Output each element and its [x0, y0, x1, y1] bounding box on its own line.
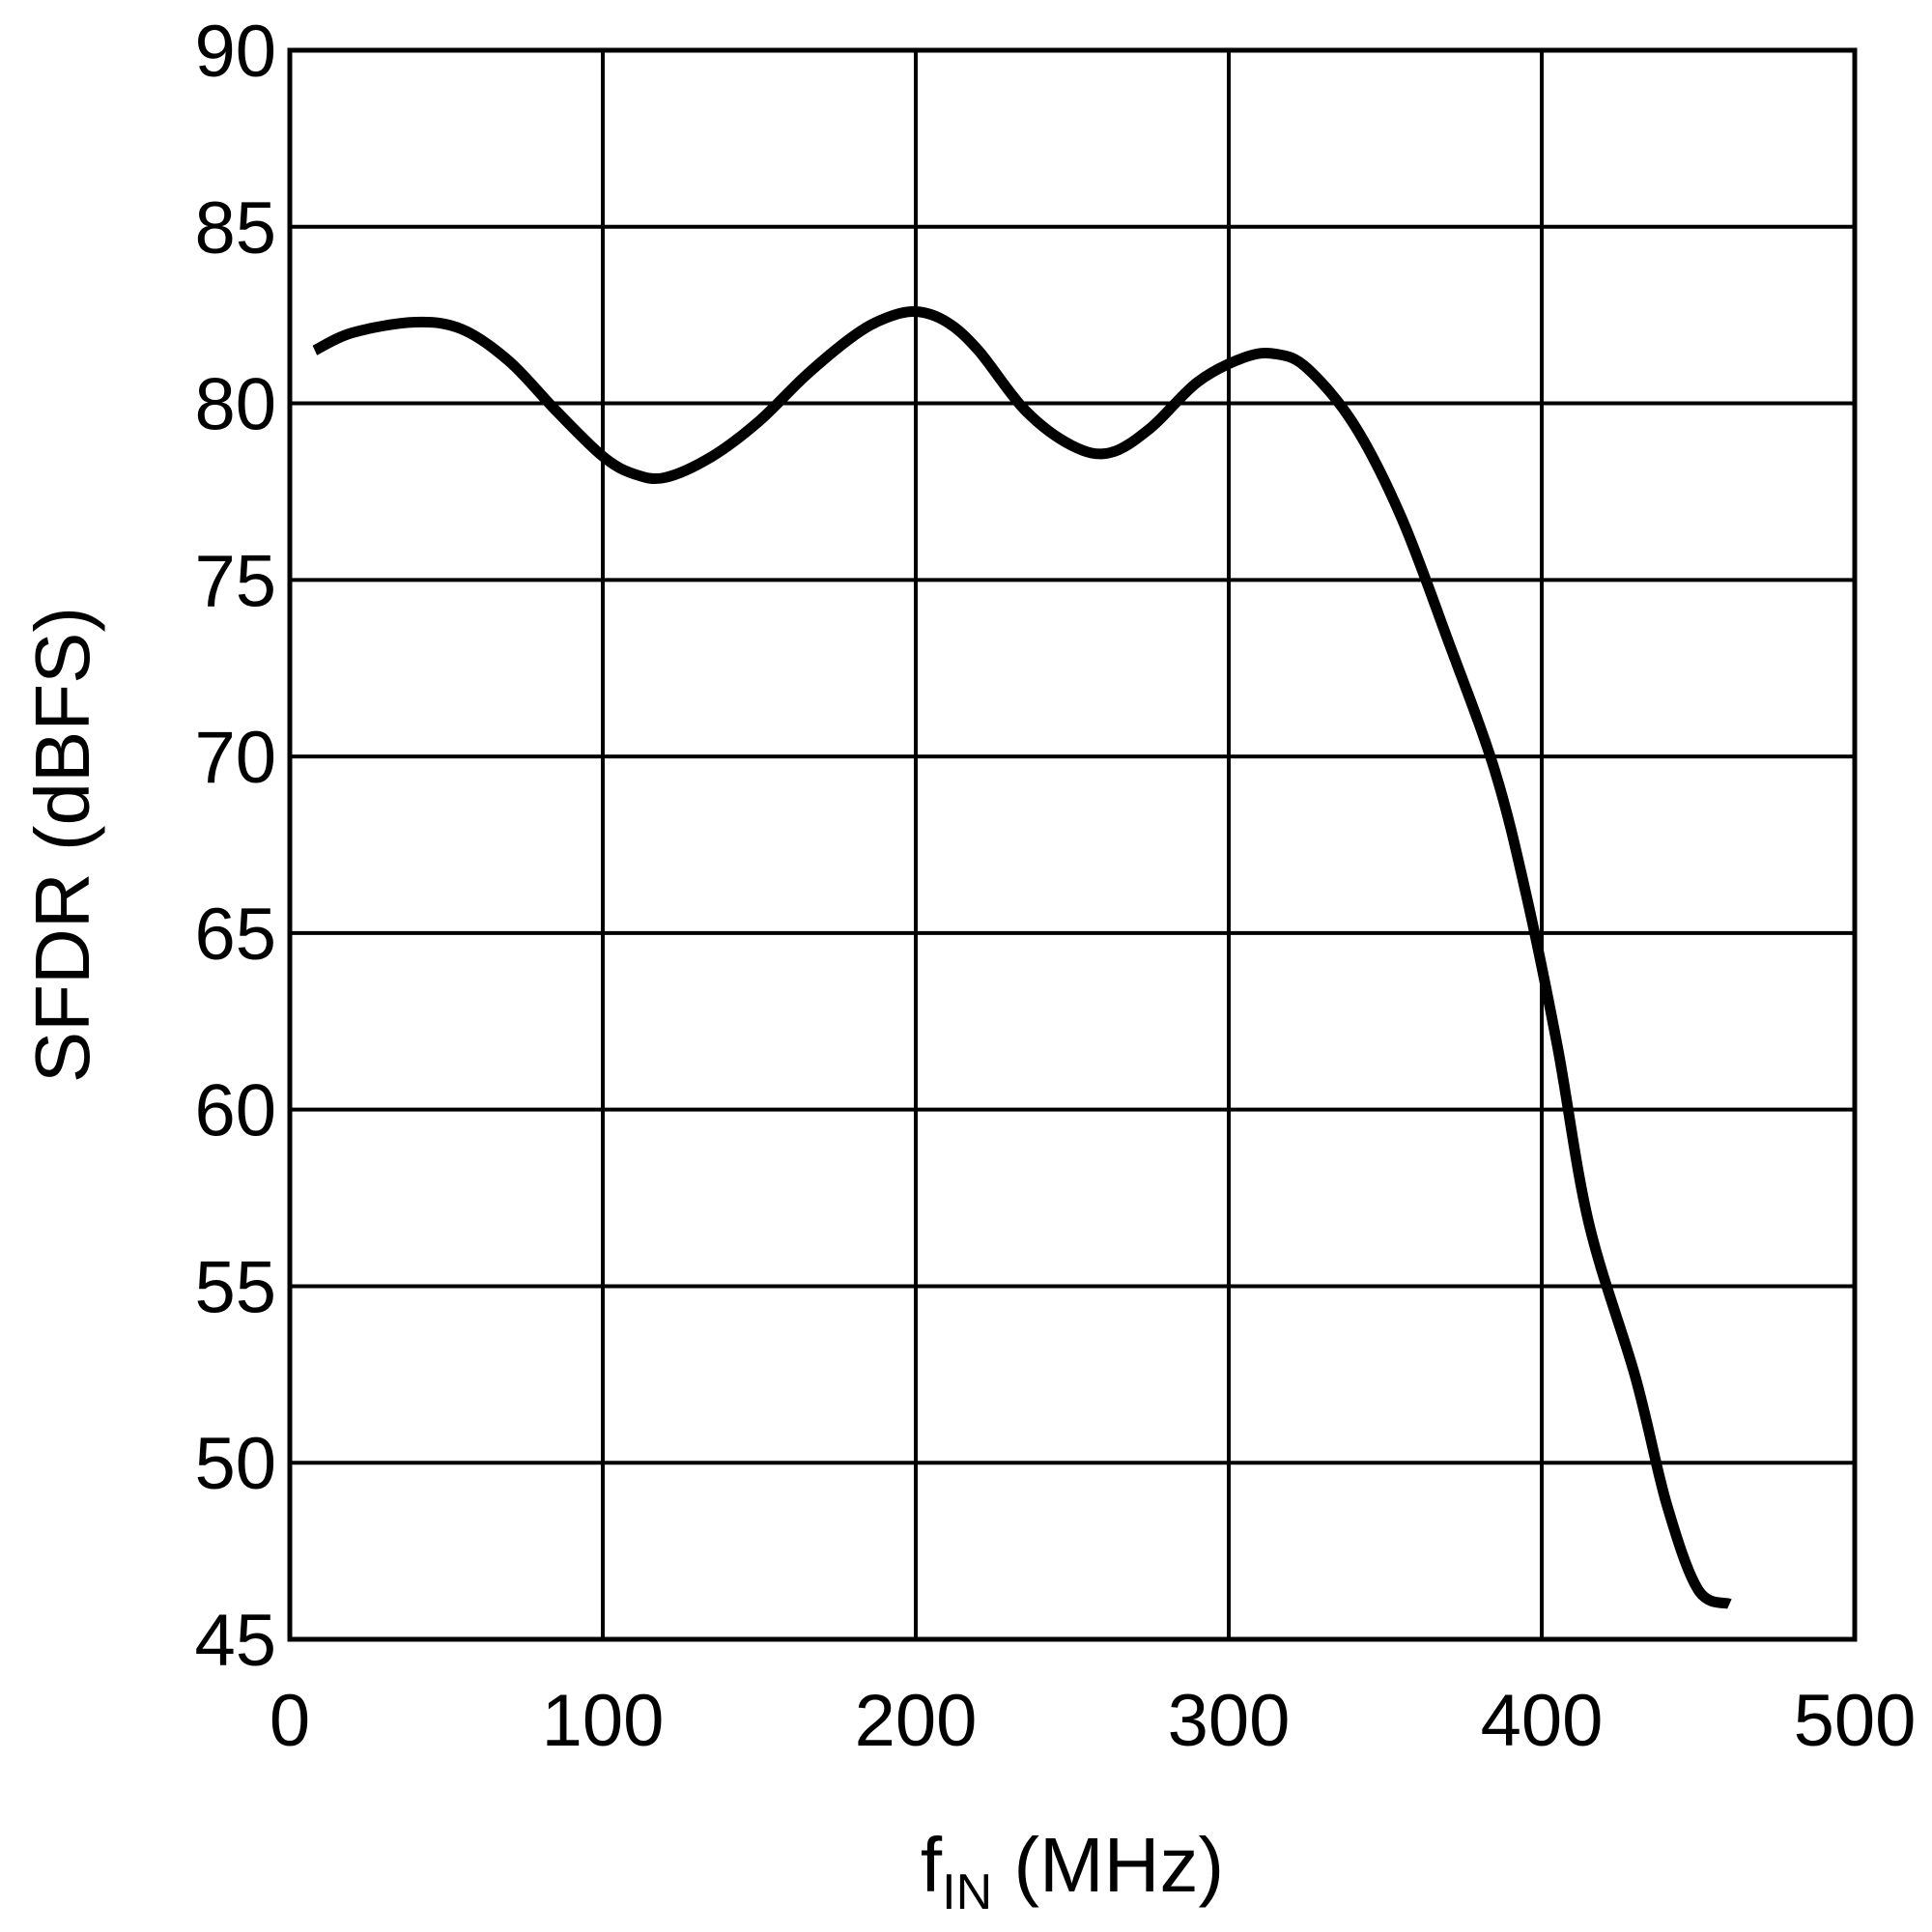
- y-axis-tick-labels: 45 50 55 60 65 70 75 80 85 90: [194, 11, 276, 1682]
- x-tick-label-500: 500: [1794, 1680, 1917, 1762]
- x-tick-label-100: 100: [542, 1680, 665, 1762]
- y-tick-label-75: 75: [194, 540, 276, 622]
- y-tick-label-65: 65: [194, 894, 276, 976]
- y-tick-label-45: 45: [194, 1600, 276, 1682]
- series-group: [312, 305, 1732, 1609]
- y-tick-label-50: 50: [194, 1423, 276, 1505]
- plot-frame: [287, 47, 1858, 1642]
- y-tick-label-55: 55: [194, 1246, 276, 1328]
- y-tick-label-70: 70: [194, 717, 276, 799]
- x-axis-title-main: f: [921, 1822, 943, 1908]
- y-tick-label-60: 60: [194, 1070, 276, 1152]
- series-line-sfdr: [312, 305, 1732, 1609]
- y-axis-title: SFDR (dBFS): [19, 607, 105, 1083]
- x-tick-label-400: 400: [1481, 1680, 1604, 1762]
- x-axis-title-unit: (MHz): [992, 1822, 1224, 1908]
- y-tick-label-80: 80: [194, 364, 276, 446]
- x-axis-title: fIN (MHz): [921, 1822, 1224, 1920]
- x-tick-label-200: 200: [855, 1680, 978, 1762]
- x-tick-label-300: 300: [1168, 1680, 1291, 1762]
- x-axis-tick-labels: 0 100 200 300 400 500: [270, 1680, 1917, 1762]
- y-tick-label-90: 90: [194, 11, 276, 93]
- x-tick-label-0: 0: [270, 1680, 310, 1762]
- x-axis-title-subscript: IN: [942, 1864, 992, 1920]
- y-tick-label-85: 85: [194, 187, 276, 270]
- grid-lines: [288, 48, 1857, 1641]
